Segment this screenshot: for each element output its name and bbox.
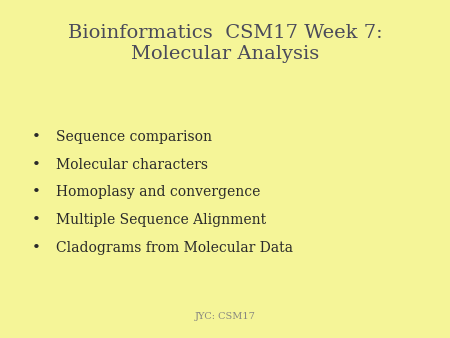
Text: •: • (32, 158, 40, 172)
Text: Homoplasy and convergence: Homoplasy and convergence (56, 185, 261, 199)
Text: •: • (32, 185, 40, 199)
Text: Cladograms from Molecular Data: Cladograms from Molecular Data (56, 241, 293, 255)
Text: Sequence comparison: Sequence comparison (56, 130, 212, 144)
Text: Bioinformatics  CSM17 Week 7:
Molecular Analysis: Bioinformatics CSM17 Week 7: Molecular A… (68, 24, 382, 63)
Text: •: • (32, 241, 40, 255)
Text: •: • (32, 213, 40, 227)
Text: Multiple Sequence Alignment: Multiple Sequence Alignment (56, 213, 266, 227)
Text: Molecular characters: Molecular characters (56, 158, 208, 172)
Text: •: • (32, 130, 40, 144)
Text: JYC: CSM17: JYC: CSM17 (194, 312, 256, 321)
